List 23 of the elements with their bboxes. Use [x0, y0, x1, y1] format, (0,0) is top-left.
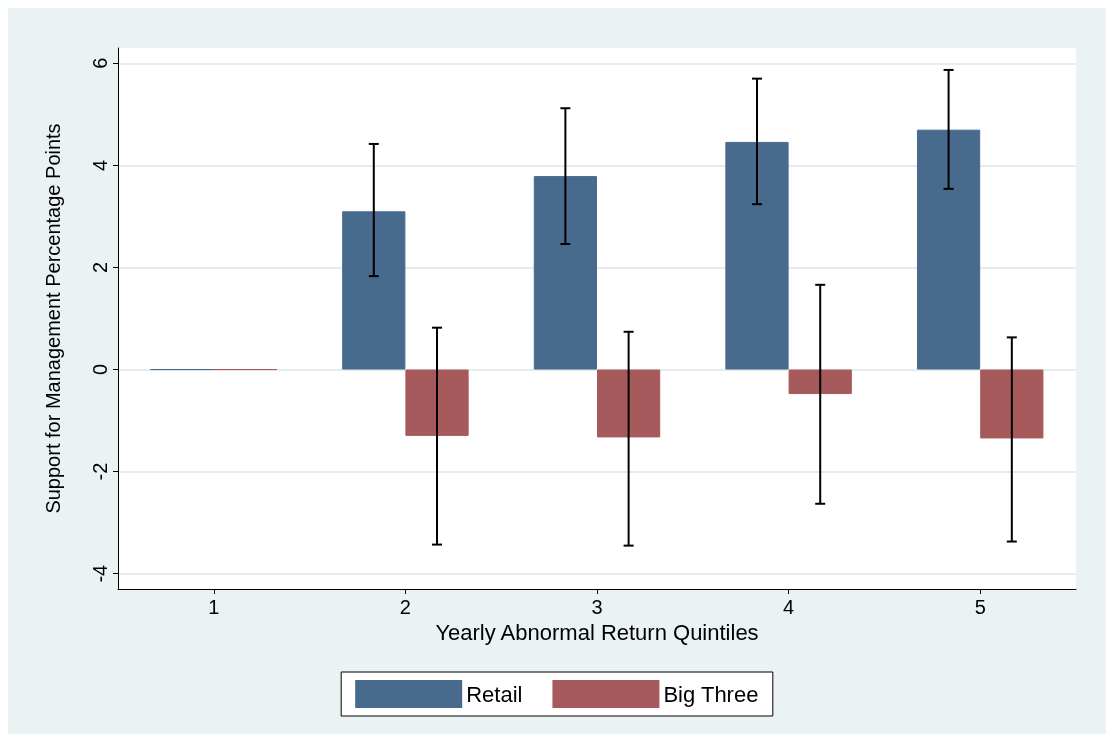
y-tick-label: 0 — [89, 363, 111, 376]
y-tick-label: -4 — [89, 564, 111, 583]
legend-label: Big Three — [663, 681, 759, 707]
x-tick-label: 3 — [591, 596, 603, 618]
y-tick-label: 4 — [89, 159, 111, 171]
x-tick-label: 1 — [208, 596, 220, 618]
bar — [342, 211, 406, 370]
y-axis-title: Support for Management Percentage Points — [42, 123, 64, 514]
y-tick-label: 2 — [89, 261, 111, 274]
x-axis-title: Yearly Abnormal Return Quintiles — [435, 620, 759, 646]
x-tick-label: 2 — [399, 596, 411, 618]
bar — [725, 141, 789, 370]
legend-label: Retail — [466, 681, 523, 707]
bar — [405, 369, 469, 436]
bar — [980, 369, 1044, 439]
y-tick-label: -2 — [89, 462, 111, 481]
y-tick-label: 6 — [89, 57, 111, 69]
x-tick-label: 4 — [783, 596, 795, 618]
bar — [788, 369, 852, 395]
bar — [597, 369, 661, 438]
bar — [533, 176, 597, 370]
x-tick-label: 5 — [974, 596, 986, 618]
bar — [916, 129, 981, 370]
